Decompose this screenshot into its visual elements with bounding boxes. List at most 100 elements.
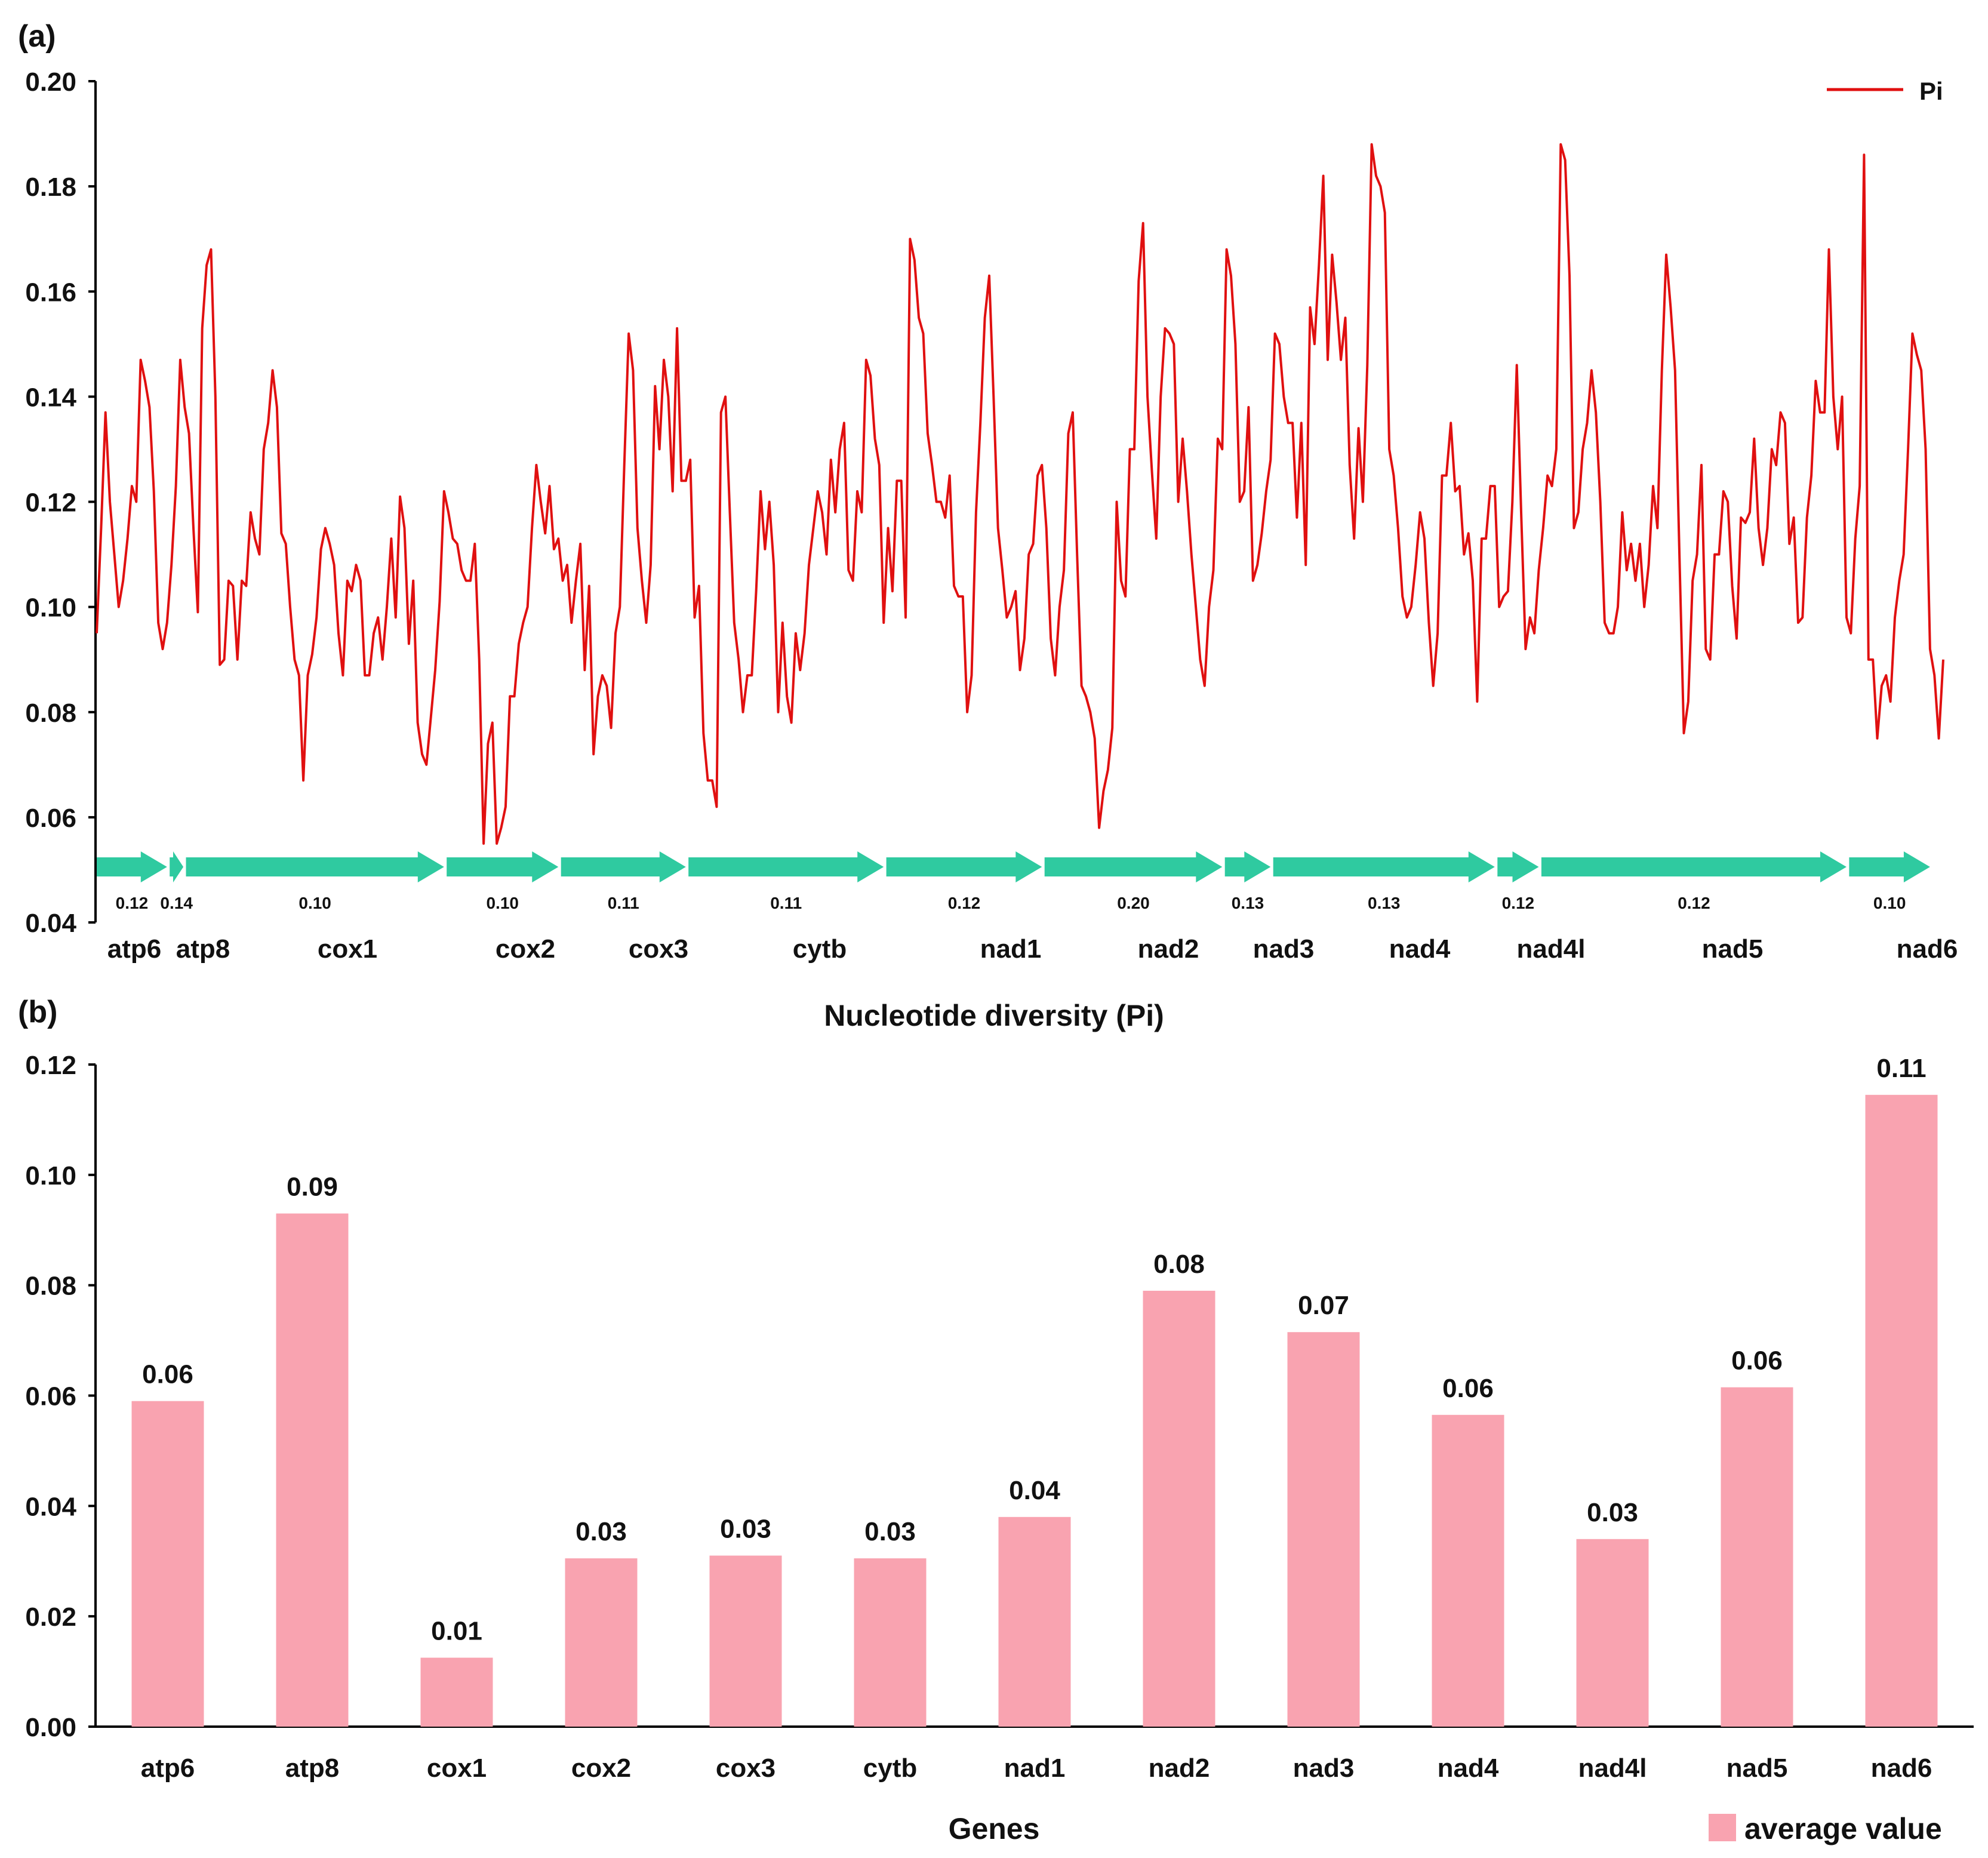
bar-nad3 bbox=[1287, 1332, 1360, 1727]
panel-b-y-tick-label: 0.08 bbox=[25, 1272, 76, 1301]
data-label-nad5: 0.06 bbox=[1731, 1346, 1783, 1376]
panel-b-y-tick-label: 0.04 bbox=[25, 1492, 76, 1521]
panel-b-bars bbox=[131, 1094, 1938, 1727]
average-value-legend-label: average value bbox=[1744, 1812, 1942, 1845]
pi-legend-label: Pi bbox=[1919, 77, 1943, 105]
bar-nad1 bbox=[998, 1516, 1071, 1727]
panel-b-bar-chart: (b) 0.000.020.040.060.080.100.12 0.060.0… bbox=[18, 995, 1974, 1845]
bar-nad4l bbox=[1576, 1539, 1649, 1727]
bar-atp8 bbox=[276, 1213, 349, 1727]
gene-label-nad6: nad6 bbox=[1897, 934, 1958, 964]
data-label-nad2: 0.08 bbox=[1153, 1250, 1205, 1279]
panel-b-y-axis-ticks: 0.00 0.02 0.04 0.06 0.08 0.10 0.12 bbox=[25, 1051, 96, 1742]
category-label-cox3: cox3 bbox=[716, 1754, 775, 1783]
pi-series-line bbox=[96, 143, 1944, 845]
gene-arrow-atp8 bbox=[170, 851, 184, 882]
category-label-atp8: atp8 bbox=[285, 1754, 339, 1783]
panel-a-gene-labels: atp6 atp8 cox1 cox2 cox3 cytb nad1 nad2 nad3 nad4… bbox=[107, 934, 1958, 964]
gene-pi-label-nad1: 0.12 bbox=[948, 894, 981, 912]
data-label-nad4: 0.06 bbox=[1442, 1374, 1494, 1403]
panel-a-y-tick-label: 0.12 bbox=[25, 488, 76, 518]
bar-cox1 bbox=[420, 1657, 493, 1727]
gene-pi-label-nad2: 0.20 bbox=[1117, 894, 1150, 912]
gene-label-nad4l: nad4l bbox=[1517, 934, 1586, 964]
gene-arrow-nad1 bbox=[886, 851, 1042, 882]
data-label-atp8: 0.09 bbox=[287, 1173, 338, 1202]
gene-pi-label-cox3: 0.11 bbox=[608, 894, 639, 912]
gene-arrow-nad5 bbox=[1541, 851, 1847, 882]
gene-pi-label-nad4l: 0.12 bbox=[1502, 894, 1535, 912]
data-label-cox3: 0.03 bbox=[720, 1515, 771, 1544]
panel-a-y-axis-ticks: 0.04 0.06 0.08 0.10 0.12 0.14 0.16 0.18 0.20 bbox=[25, 67, 96, 938]
gene-arrow-nad4 bbox=[1273, 851, 1495, 882]
gene-arrow-cytb bbox=[688, 851, 884, 882]
panel-a-gene-arrows bbox=[97, 851, 1930, 882]
gene-label-cox1: cox1 bbox=[318, 934, 377, 964]
category-label-cytb: cytb bbox=[863, 1754, 917, 1783]
gene-pi-label-cox2: 0.10 bbox=[486, 894, 519, 912]
bar-cytb bbox=[854, 1558, 927, 1727]
category-label-nad5: nad5 bbox=[1727, 1754, 1788, 1783]
gene-pi-label-atp6: 0.12 bbox=[116, 894, 149, 912]
category-label-nad3: nad3 bbox=[1293, 1754, 1355, 1783]
gene-pi-label-nad4: 0.13 bbox=[1368, 894, 1401, 912]
panel-a-legend: Pi bbox=[1827, 77, 1943, 105]
gene-arrow-cox1 bbox=[186, 851, 444, 882]
panel-a-x-axis-title: Nucleotide diversity (Pi) bbox=[824, 999, 1164, 1032]
data-label-nad4l: 0.03 bbox=[1587, 1498, 1638, 1527]
gene-label-atp6: atp6 bbox=[107, 934, 161, 964]
panel-a-gene-pi-labels: 0.12 0.14 0.10 0.10 0.11 0.11 0.12 0.20 0.13 0.13… bbox=[116, 894, 1906, 912]
gene-pi-label-atp8: 0.14 bbox=[160, 894, 193, 912]
gene-pi-label-nad3: 0.13 bbox=[1232, 894, 1264, 912]
gene-label-nad4: nad4 bbox=[1389, 934, 1451, 964]
bar-cox3 bbox=[709, 1555, 782, 1727]
gene-label-atp8: atp8 bbox=[176, 934, 230, 964]
panel-b-data-labels: 0.06 0.09 0.01 0.03 0.03 0.03 0.04 0.08 0.07 0.06… bbox=[142, 1054, 1926, 1646]
gene-pi-label-nad5: 0.12 bbox=[1678, 894, 1710, 912]
panel-b-x-axis-title: Genes bbox=[949, 1812, 1040, 1845]
category-label-nad1: nad1 bbox=[1004, 1754, 1066, 1783]
category-label-atp6: atp6 bbox=[141, 1754, 195, 1783]
gene-label-cytb: cytb bbox=[793, 934, 847, 964]
category-label-nad4: nad4 bbox=[1438, 1754, 1499, 1783]
category-label-nad6: nad6 bbox=[1871, 1754, 1932, 1783]
gene-label-nad5: nad5 bbox=[1702, 934, 1764, 964]
panel-a-y-tick-label: 0.04 bbox=[25, 909, 76, 938]
category-label-nad4l: nad4l bbox=[1578, 1754, 1647, 1783]
panel-a-y-tick-label: 0.14 bbox=[25, 383, 76, 412]
panel-a-y-tick-label: 0.18 bbox=[25, 173, 76, 202]
gene-label-nad2: nad2 bbox=[1138, 934, 1199, 964]
gene-label-nad3: nad3 bbox=[1253, 934, 1315, 964]
panel-a-y-tick-label: 0.08 bbox=[25, 699, 76, 728]
bar-nad6 bbox=[1865, 1094, 1938, 1727]
panel-b-y-tick-label: 0.10 bbox=[25, 1161, 76, 1191]
category-label-cox1: cox1 bbox=[427, 1754, 487, 1783]
category-label-nad2: nad2 bbox=[1149, 1754, 1210, 1783]
bar-atp6 bbox=[131, 1401, 204, 1727]
gene-label-nad1: nad1 bbox=[980, 934, 1042, 964]
panel-a-sliding-window-chart: (a) 0.04 0.06 0.08 0.10 0.12 0.14 0.16 0.18 0.20… bbox=[18, 19, 1958, 1032]
gene-pi-label-cytb: 0.11 bbox=[770, 894, 802, 912]
gene-pi-label-nad6: 0.10 bbox=[1873, 894, 1906, 912]
data-label-nad3: 0.07 bbox=[1298, 1291, 1349, 1320]
panel-b-y-tick-label: 0.06 bbox=[25, 1382, 76, 1411]
bar-nad4 bbox=[1432, 1414, 1504, 1727]
gene-arrow-cox3 bbox=[561, 851, 686, 882]
gene-arrow-nad4l bbox=[1497, 851, 1539, 882]
panel-a-label: (a) bbox=[18, 19, 56, 54]
gene-arrow-nad3 bbox=[1224, 851, 1271, 882]
gene-label-cox3: cox3 bbox=[629, 934, 688, 964]
category-label-cox2: cox2 bbox=[571, 1754, 631, 1783]
gene-label-cox2: cox2 bbox=[496, 934, 555, 964]
panel-b-legend: average value bbox=[1709, 1812, 1942, 1845]
bar-nad2 bbox=[1143, 1290, 1215, 1727]
panel-b-y-tick-label: 0.00 bbox=[25, 1713, 76, 1742]
panel-a-y-tick-label: 0.16 bbox=[25, 278, 76, 307]
data-label-cytb: 0.03 bbox=[864, 1517, 916, 1546]
gene-arrow-nad2 bbox=[1044, 851, 1223, 882]
data-label-atp6: 0.06 bbox=[142, 1360, 193, 1389]
panel-a-y-tick-label: 0.10 bbox=[25, 593, 76, 623]
data-label-nad6: 0.11 bbox=[1876, 1054, 1926, 1083]
average-value-legend-swatch bbox=[1709, 1814, 1736, 1841]
